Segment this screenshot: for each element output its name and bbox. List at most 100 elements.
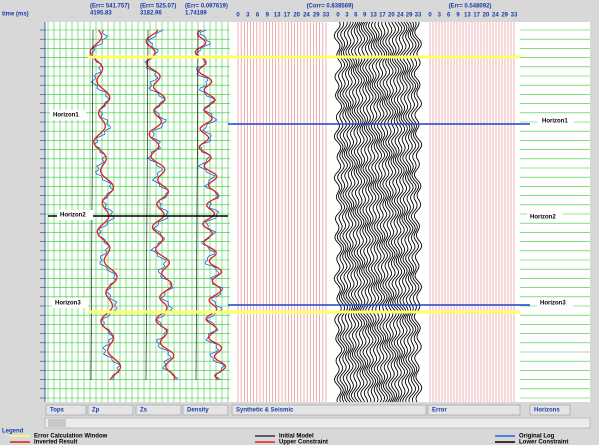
horizon-label: Horizon1 — [542, 119, 568, 125]
horizon-labels: Horizon1 Horizon2 Horizon3 Horizon1 Hori… — [50, 110, 574, 308]
trace-number: 3 — [345, 13, 349, 19]
tab-label[interactable]: Error — [432, 408, 447, 414]
trace — [339, 21, 348, 403]
label-bg — [50, 110, 86, 120]
trace-number: 20 — [293, 13, 300, 19]
scrollbar[interactable] — [44, 417, 591, 429]
trace-number: 17 — [284, 13, 291, 19]
trace-number: 33 — [415, 13, 422, 19]
trace-number: 9 — [456, 13, 460, 19]
tab-label[interactable]: Tops — [50, 408, 65, 414]
legend-label: Initial Model — [279, 434, 314, 440]
log-value: 4195.83 — [90, 11, 112, 17]
legend-label: Inverted Result — [34, 440, 77, 445]
tab[interactable] — [182, 404, 229, 416]
trace-number: 13 — [464, 13, 471, 19]
log-error: (Err= 525.07) — [140, 4, 176, 10]
trace-number: 24 — [397, 13, 404, 19]
trace — [379, 21, 388, 403]
trace-number: 6 — [354, 13, 358, 19]
log-curve — [145, 29, 176, 381]
time-label: time (ms) — [2, 12, 29, 18]
tab-label[interactable]: Zs — [140, 408, 148, 414]
trace — [407, 21, 417, 403]
trace-number: 9 — [363, 13, 367, 19]
trace-number: 17 — [379, 13, 386, 19]
legend-label: Original Log — [519, 434, 555, 440]
correlation: (Corr= 0.838569) — [307, 4, 354, 10]
trace — [342, 21, 351, 403]
trace-number: 20 — [388, 13, 395, 19]
label-bg — [527, 212, 563, 222]
tab[interactable] — [529, 404, 571, 416]
trace-number: 13 — [274, 13, 281, 19]
legend-label: Error Calculation Window — [34, 434, 108, 440]
horizon-label: Horizon3 — [540, 301, 566, 307]
horizon-label: Horizon3 — [55, 301, 81, 307]
trace — [385, 21, 394, 403]
log-error: (Err= 0.097619) — [185, 4, 228, 10]
trace — [350, 21, 360, 403]
trace-number: 13 — [370, 13, 377, 19]
trace — [333, 21, 343, 403]
tab-label[interactable]: Density — [187, 408, 209, 414]
trace-number: 24 — [303, 13, 310, 19]
log-curve — [144, 29, 179, 381]
scroll-thumb[interactable] — [48, 419, 66, 427]
trace — [373, 21, 383, 403]
log-value: 1.74189 — [185, 11, 207, 17]
tab[interactable] — [45, 404, 87, 416]
trace — [368, 21, 377, 403]
trace — [376, 21, 386, 403]
trace-number: 0 — [336, 13, 340, 19]
trace-number: 29 — [406, 13, 413, 19]
trace-number: 9 — [266, 13, 270, 19]
log-curve — [89, 29, 122, 381]
trace-number: 0 — [236, 13, 240, 19]
label-bg — [52, 298, 88, 308]
label-bg — [537, 298, 573, 308]
trace-number: 33 — [511, 13, 518, 19]
tab-label[interactable]: Synthetic & Seismic — [236, 408, 294, 414]
trace-number: 29 — [313, 13, 320, 19]
constraint-line — [195, 29, 199, 381]
trace — [353, 21, 363, 403]
tab-label[interactable]: Zp — [92, 408, 100, 414]
legend: Legend Error Calculation WindowInverted … — [2, 429, 568, 445]
constraint-line — [145, 29, 149, 381]
trace — [402, 21, 411, 403]
trace-number: 3 — [438, 13, 442, 19]
horizon-label: Horizon2 — [530, 215, 556, 221]
label-bg — [538, 116, 574, 126]
tab[interactable] — [427, 404, 521, 416]
trace-number: 3 — [246, 13, 250, 19]
legend-label: Upper Constraint — [279, 440, 328, 445]
trace-number: 0 — [428, 13, 432, 19]
log-error: (Err= 541.757) — [90, 4, 130, 10]
trace — [362, 21, 371, 403]
trace-number: 6 — [447, 13, 451, 19]
horizon-label: Horizon1 — [53, 113, 79, 119]
trace — [345, 21, 354, 403]
trace-number: 29 — [501, 13, 508, 19]
trace-number: 6 — [256, 13, 260, 19]
tab-label[interactable]: Horizons — [534, 408, 560, 414]
trace — [336, 21, 346, 403]
trace — [348, 21, 357, 403]
tab[interactable] — [135, 404, 182, 416]
tab[interactable] — [87, 404, 134, 416]
label-bg — [57, 210, 93, 220]
trace — [390, 21, 400, 403]
trace — [399, 21, 408, 403]
trace — [388, 21, 397, 403]
trace — [393, 21, 403, 403]
trace-number: 17 — [473, 13, 480, 19]
traces — [89, 21, 423, 403]
constraint-line — [90, 29, 94, 381]
tab[interactable] — [231, 404, 427, 416]
log-curve — [194, 29, 227, 381]
trace-number: 24 — [492, 13, 499, 19]
trace — [359, 21, 368, 403]
error-value: (Err= 0.548092) — [449, 4, 492, 10]
